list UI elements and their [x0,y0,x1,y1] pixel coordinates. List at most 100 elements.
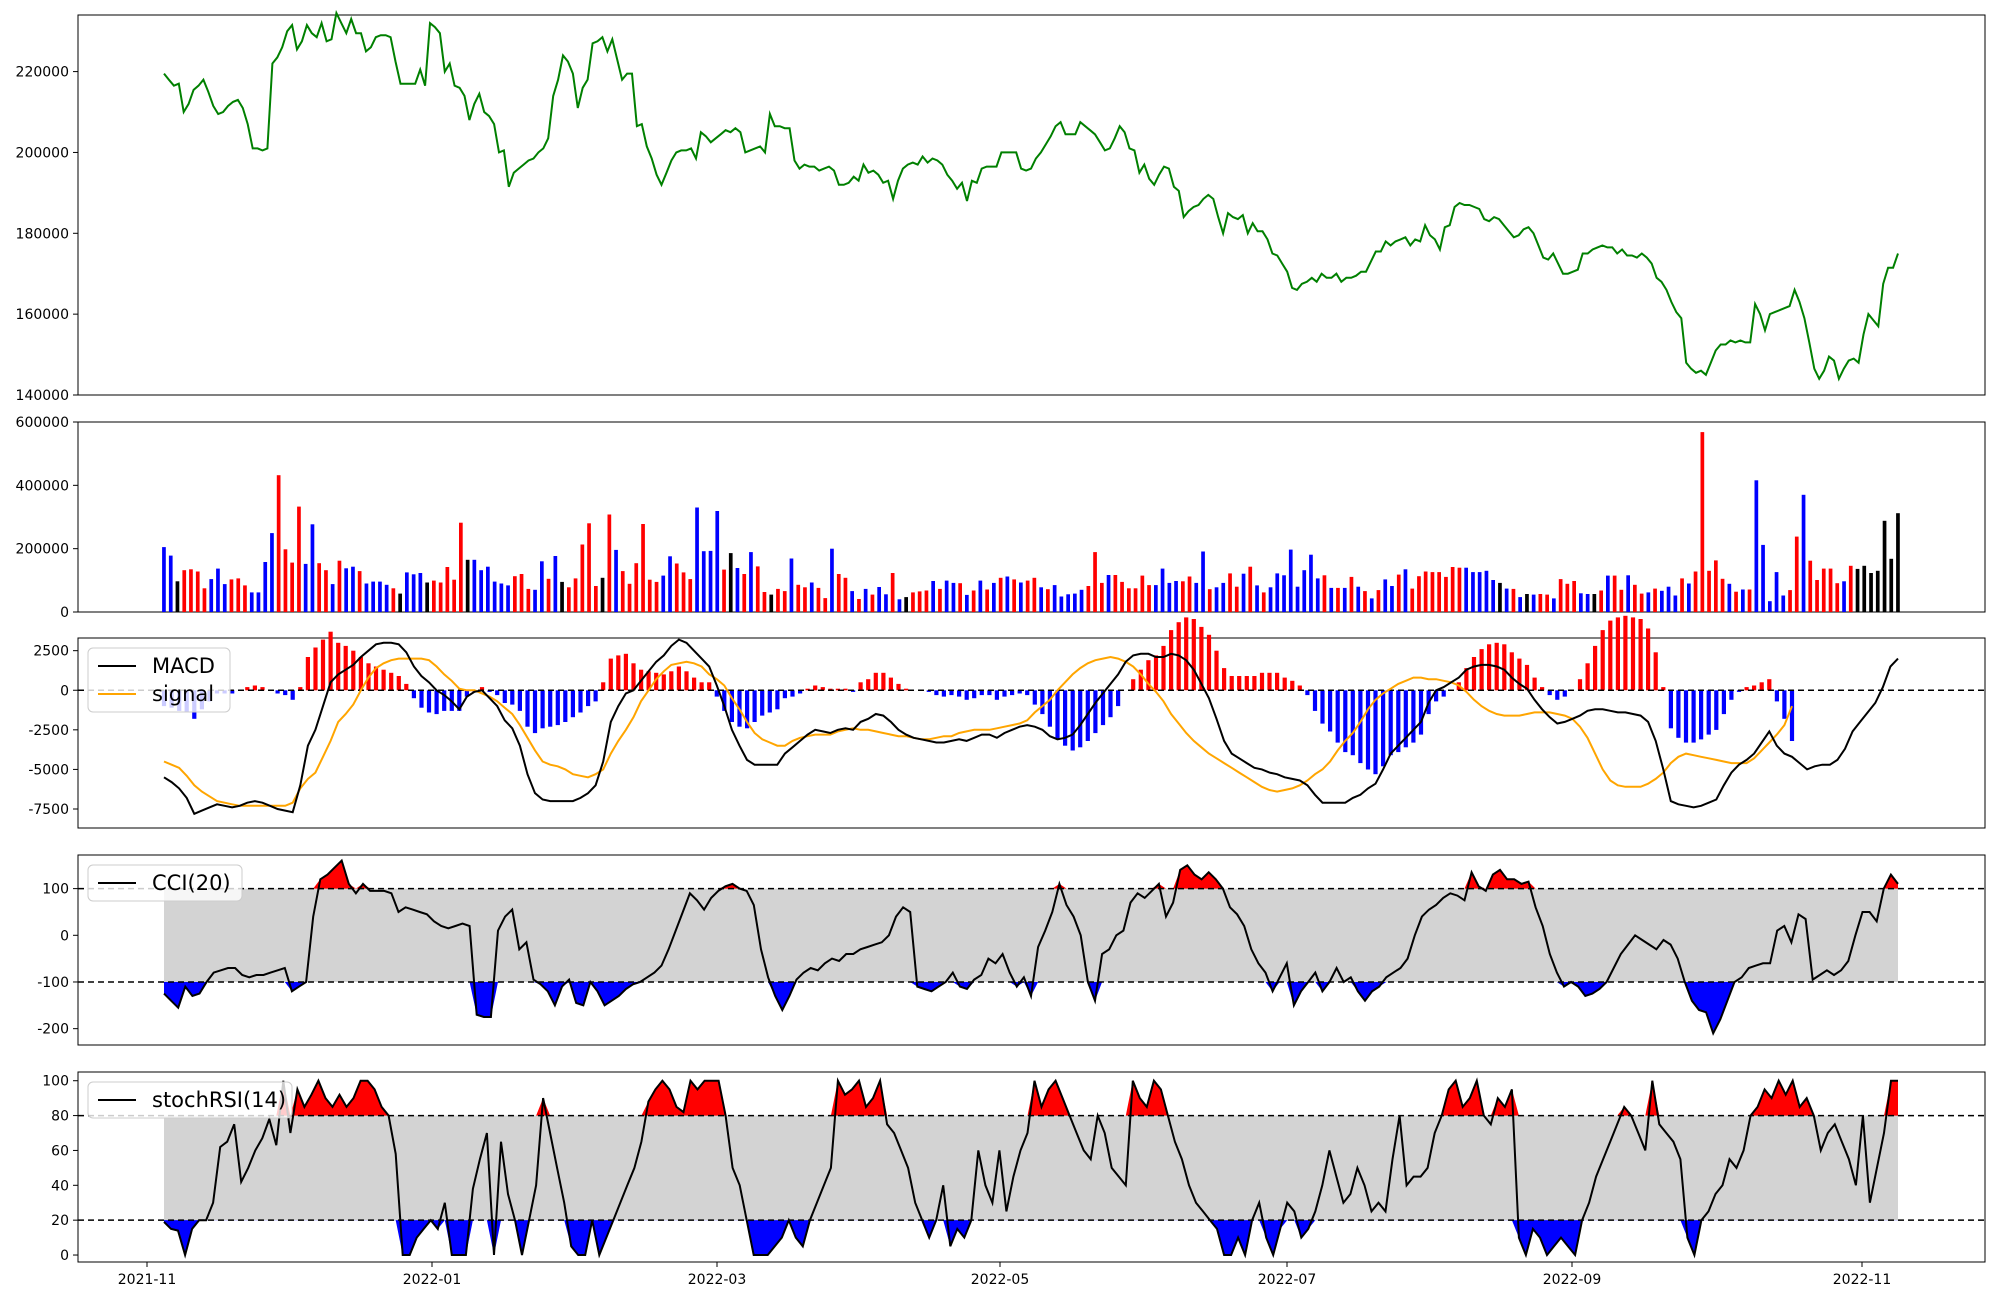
volume-bar [1234,586,1239,612]
macd-histogram-bar [1108,690,1113,718]
volume-bar [776,588,780,612]
macd-histogram-bar [1146,660,1151,691]
y-tick-label: 2500 [33,644,69,660]
macd-histogram-bar [1381,690,1386,767]
macd-histogram-bar [1275,672,1280,691]
volume-bar [809,582,814,612]
volume-bar [560,581,564,612]
volume-bar [803,587,807,612]
volume-bar [540,561,544,612]
macd-histogram-bar [1676,690,1681,738]
volume-bar [1120,581,1124,612]
volume-bar [1680,578,1684,612]
volume-bar [587,523,591,612]
y-tick-label: -100 [37,975,69,991]
macd-panel: -7500 -5000 -2500 0 2500 MACD signal [28,615,1986,829]
macd-histogram-bar [661,674,666,691]
volume-bar [870,594,875,612]
macd-histogram-bar [1540,687,1545,691]
macd-histogram-bar [586,690,591,707]
volume-bar [1862,565,1867,612]
macd-histogram-bar [676,666,681,691]
macd-histogram-bar [835,688,840,691]
macd-histogram-bar [1350,690,1355,756]
volume-bar [1423,571,1428,612]
volume-bar [1504,588,1509,612]
macd-histogram-bar [1078,690,1083,748]
macd-histogram-bar [1608,620,1613,691]
volume-bar [695,507,699,612]
volume-bar [681,572,686,612]
macd-histogram-bar [1517,658,1522,691]
cci-panel: -200 -100 0 100 CCI(20) [37,854,1986,1046]
macd-histogram-bar [752,690,757,722]
macd-histogram-bar [1638,619,1643,691]
volume-bar [843,577,848,612]
volume-bar [1687,583,1691,612]
macd-histogram-bar [1600,630,1605,691]
legend-box [87,864,243,902]
macd-histogram-bar [245,687,250,691]
macd-histogram-bar [290,690,295,700]
x-tick-label: 2022-07 [1258,1272,1317,1288]
volume-bar [965,594,969,612]
volume-bar [418,573,423,612]
macd-histogram-bar [313,647,318,691]
macd-histogram-bar [1259,672,1265,691]
macd-histogram-bar [1365,690,1371,770]
macd-histogram-bar [813,685,818,691]
volume-bar [1086,586,1091,612]
volume-bar [1747,589,1752,612]
volume-bar [1848,565,1853,612]
volume-bar [1599,590,1603,612]
volume-bar [1268,587,1273,612]
volume-bar [1363,591,1367,612]
macd-histogram-bar [1593,645,1598,691]
macd-histogram-bar [1441,690,1446,697]
macd-histogram-bar [866,679,871,691]
volume-bar [553,556,558,612]
volume-bar [1882,520,1887,612]
volume-bar [1127,588,1131,613]
volume-bar [276,475,281,612]
volume-bar [1869,573,1873,612]
macd-histogram-bar [1335,690,1340,743]
volume-bar [1572,581,1576,612]
volume-bar [958,583,962,612]
volume-bar [830,548,834,612]
volume-bar [931,581,935,612]
volume-bar [600,577,605,612]
volume-bar [1248,566,1253,612]
y-tick-label: 40 [51,1178,69,1194]
volume-bar [769,594,774,612]
volume-bar [877,587,881,612]
indicator-line [163,858,1899,1036]
volume-bar [391,588,396,613]
macd-histogram-bar [1752,685,1757,691]
y-tick-label: 0 [60,1248,69,1264]
macd-histogram-bar [578,690,583,713]
volume-bar [1302,570,1307,612]
y-tick-label: 100 [42,882,69,898]
volume-bar [330,584,335,612]
macd-histogram-bar [1169,630,1174,691]
macd-histogram-bar [336,642,341,691]
volume-bar [337,560,342,612]
volume-bar [243,585,247,612]
volume-bar [998,577,1003,612]
macd-histogram-bar [1736,690,1742,692]
indicator-line [163,1077,1898,1259]
macd-histogram-bar [1002,690,1007,697]
macd-histogram-bar [283,690,288,696]
macd-histogram-bar [1047,690,1052,727]
volume-bar [762,592,767,612]
macd-histogram-bar [1206,634,1212,691]
macd-histogram-bar [419,690,424,708]
volume-bar [1585,594,1590,612]
volume-bar [884,594,888,612]
y-tick-label: 0 [60,605,69,621]
macd-histogram-bar [396,676,401,691]
volume-bar [782,591,787,612]
volume-bar [1214,587,1219,612]
volume-bar [971,590,976,612]
